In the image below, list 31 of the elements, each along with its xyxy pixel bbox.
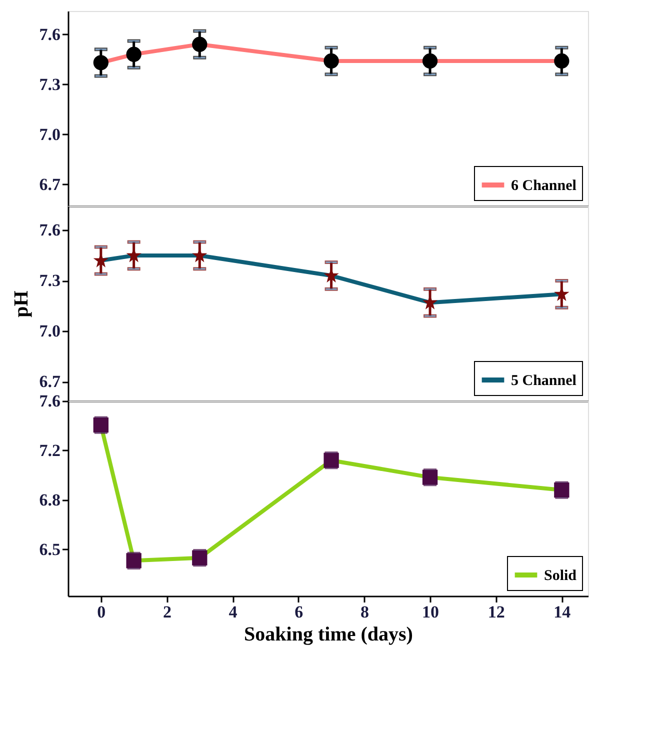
y-tick-label: 7.3: [39, 271, 60, 290]
y-tick-label: 7.3: [39, 74, 60, 94]
y-tick-label: 7.6: [39, 220, 60, 240]
y-tick-label: 7.6: [39, 24, 60, 44]
y-tick-label: 7.0: [39, 322, 60, 341]
x-tick-label: 0: [97, 602, 106, 622]
legend-label: 6 Channel: [511, 178, 576, 194]
x-tick-label: 14: [554, 602, 572, 622]
y-tick-label: 7.2: [39, 440, 60, 460]
x-axis-title: Soaking time (days): [244, 624, 413, 646]
y-axis-title: pH: [10, 290, 32, 318]
point: [324, 53, 339, 69]
point: [422, 53, 438, 69]
y-tick-label: 6.7: [39, 372, 61, 392]
y-tick-label: 7.0: [39, 124, 60, 144]
y-tick-label: 6.7: [39, 174, 61, 194]
y-tick-label: 6.5: [39, 540, 60, 559]
legend-label: 5 Channel: [511, 373, 576, 389]
x-tick-label: 8: [360, 602, 369, 622]
x-tick-label: 10: [422, 602, 440, 622]
x-tick-label: 6: [294, 602, 304, 622]
point: [192, 36, 208, 52]
x-tick-label: 2: [162, 602, 172, 622]
y-tick-label: 6.8: [39, 490, 60, 510]
point: [93, 55, 108, 70]
x-tick-label: 4: [228, 602, 238, 622]
point: [554, 53, 570, 69]
x-tick-label: 12: [488, 602, 505, 622]
y-tick-label: 7.6: [39, 392, 60, 410]
legend-label: Solid: [544, 568, 578, 584]
point: [126, 46, 142, 62]
